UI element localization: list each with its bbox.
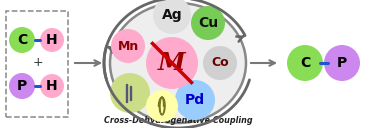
- Circle shape: [146, 37, 198, 89]
- Text: H: H: [46, 79, 58, 93]
- Circle shape: [111, 29, 145, 63]
- Circle shape: [9, 27, 35, 53]
- Text: Cu: Cu: [198, 16, 218, 30]
- Circle shape: [110, 73, 150, 113]
- Circle shape: [203, 46, 237, 80]
- Bar: [130, 86, 131, 100]
- Circle shape: [191, 6, 225, 40]
- Text: Mn: Mn: [118, 40, 139, 52]
- Circle shape: [9, 73, 35, 99]
- Text: +: +: [33, 56, 43, 70]
- Bar: [125, 84, 127, 102]
- Text: C: C: [300, 56, 310, 70]
- Circle shape: [153, 0, 191, 34]
- Text: Cross-Dehydrogenative Coupling: Cross-Dehydrogenative Coupling: [104, 116, 252, 125]
- Text: C: C: [17, 33, 27, 47]
- Text: H: H: [46, 33, 58, 47]
- Circle shape: [175, 80, 215, 120]
- Circle shape: [324, 45, 360, 81]
- Circle shape: [40, 28, 64, 52]
- Text: Pd: Pd: [185, 93, 205, 107]
- Ellipse shape: [110, 3, 246, 123]
- Text: P: P: [17, 79, 27, 93]
- Circle shape: [40, 74, 64, 98]
- Circle shape: [287, 45, 323, 81]
- Text: P: P: [337, 56, 347, 70]
- Circle shape: [146, 90, 178, 122]
- Text: Co: Co: [211, 56, 229, 70]
- Text: M: M: [158, 51, 186, 75]
- Text: Ag: Ag: [162, 8, 182, 22]
